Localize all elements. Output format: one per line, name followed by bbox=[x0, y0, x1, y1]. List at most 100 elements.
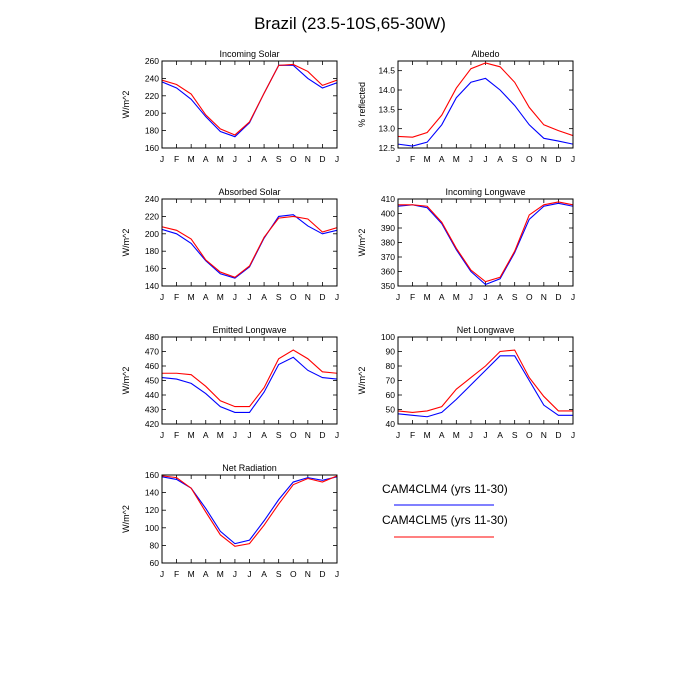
x-tick-label: M bbox=[188, 430, 195, 440]
x-tick-label: D bbox=[319, 569, 325, 579]
x-tick-label: J bbox=[160, 292, 164, 302]
x-tick-label: A bbox=[261, 430, 267, 440]
x-tick-label: J bbox=[247, 430, 251, 440]
y-tick-label: 12.5 bbox=[378, 143, 395, 153]
series-line bbox=[162, 64, 337, 138]
y-tick-label: 420 bbox=[145, 419, 159, 429]
x-tick-label: S bbox=[276, 430, 282, 440]
x-tick-label: J bbox=[335, 430, 339, 440]
series-line bbox=[162, 475, 337, 547]
x-tick-label: O bbox=[290, 569, 297, 579]
x-tick-label: J bbox=[233, 292, 237, 302]
x-tick-label: F bbox=[174, 154, 179, 164]
x-tick-label: A bbox=[497, 154, 503, 164]
x-tick-label: N bbox=[541, 292, 547, 302]
x-tick-label: J bbox=[247, 292, 251, 302]
y-tick-label: 14.0 bbox=[378, 85, 395, 95]
x-tick-label: J bbox=[233, 430, 237, 440]
x-tick-label: J bbox=[335, 569, 339, 579]
chart-panel: Emitted Longwave W/m^2 420 430 440 450 460 470 4… bbox=[121, 325, 339, 440]
y-tick-label: 90 bbox=[386, 347, 396, 357]
y-tick-label: 70 bbox=[386, 376, 396, 386]
x-tick-label: J bbox=[571, 154, 575, 164]
y-tick-label: 470 bbox=[145, 347, 159, 357]
x-tick-label: M bbox=[424, 154, 431, 164]
x-tick-label: N bbox=[541, 154, 547, 164]
plot-frame bbox=[161, 474, 338, 564]
x-tick-label: A bbox=[203, 430, 209, 440]
x-tick-label: A bbox=[439, 154, 445, 164]
x-tick-label: J bbox=[335, 292, 339, 302]
y-tick-label: 140 bbox=[145, 488, 159, 498]
y-tick-label: 120 bbox=[145, 505, 159, 515]
x-tick-label: M bbox=[217, 430, 224, 440]
y-tick-label: 450 bbox=[145, 376, 159, 386]
x-tick-label: N bbox=[305, 292, 311, 302]
y-tick-label: 50 bbox=[386, 405, 396, 415]
plot-frame bbox=[397, 60, 574, 149]
y-tick-label: 220 bbox=[145, 91, 159, 101]
y-tick-label: 80 bbox=[150, 540, 160, 550]
x-tick-label: F bbox=[410, 430, 415, 440]
chart-title: Absorbed Solar bbox=[218, 187, 280, 197]
y-tick-label: 360 bbox=[381, 267, 395, 277]
x-tick-label: D bbox=[555, 430, 561, 440]
x-tick-label: S bbox=[512, 292, 518, 302]
x-tick-label: J bbox=[396, 430, 400, 440]
x-tick-label: S bbox=[276, 154, 282, 164]
y-tick-label: 350 bbox=[381, 281, 395, 291]
x-tick-label: M bbox=[188, 569, 195, 579]
plot-frame bbox=[397, 198, 574, 287]
x-tick-label: M bbox=[424, 430, 431, 440]
x-tick-label: A bbox=[261, 569, 267, 579]
series-line bbox=[162, 214, 337, 279]
y-tick-label: 40 bbox=[386, 419, 396, 429]
y-tick-label: 480 bbox=[145, 332, 159, 342]
x-tick-label: A bbox=[203, 154, 209, 164]
x-tick-label: J bbox=[160, 569, 164, 579]
chart-title: Incoming Longwave bbox=[445, 187, 525, 197]
x-tick-label: D bbox=[555, 292, 561, 302]
series-line bbox=[398, 62, 573, 138]
plot-frame bbox=[161, 60, 338, 149]
x-tick-label: A bbox=[439, 430, 445, 440]
x-tick-label: J bbox=[160, 154, 164, 164]
legend-label: CAM4CLM4 (yrs 11-30) bbox=[382, 482, 508, 496]
series-line bbox=[398, 355, 573, 418]
x-tick-label: D bbox=[555, 154, 561, 164]
x-tick-label: S bbox=[512, 154, 518, 164]
x-tick-label: O bbox=[526, 430, 533, 440]
x-tick-label: N bbox=[541, 430, 547, 440]
x-tick-label: J bbox=[483, 292, 487, 302]
series-line bbox=[398, 202, 573, 286]
y-tick-label: 140 bbox=[145, 281, 159, 291]
chart-panel: Incoming Longwave W/m^2 350 360 370 380 390 400… bbox=[357, 187, 575, 302]
chart-title: Incoming Solar bbox=[219, 49, 279, 59]
x-tick-label: J bbox=[571, 292, 575, 302]
y-tick-label: 380 bbox=[381, 238, 395, 248]
x-tick-label: J bbox=[483, 430, 487, 440]
y-tick-label: 220 bbox=[145, 211, 159, 221]
x-tick-label: M bbox=[188, 292, 195, 302]
series-line bbox=[162, 349, 337, 408]
series-line bbox=[162, 356, 337, 413]
x-tick-label: D bbox=[319, 430, 325, 440]
y-tick-label: 410 bbox=[381, 194, 395, 204]
x-tick-label: J bbox=[396, 292, 400, 302]
y-tick-label: 460 bbox=[145, 361, 159, 371]
figure-title: Brazil (23.5-10S,65-30W) bbox=[254, 14, 446, 33]
x-tick-label: F bbox=[174, 569, 179, 579]
series-line bbox=[398, 77, 573, 147]
y-tick-label: 13.5 bbox=[378, 104, 395, 114]
x-tick-label: A bbox=[203, 292, 209, 302]
x-tick-label: M bbox=[188, 154, 195, 164]
x-tick-label: M bbox=[453, 154, 460, 164]
y-tick-label: 100 bbox=[145, 523, 159, 533]
x-tick-label: O bbox=[290, 292, 297, 302]
chart-title: Net Longwave bbox=[457, 325, 515, 335]
x-tick-label: A bbox=[497, 430, 503, 440]
